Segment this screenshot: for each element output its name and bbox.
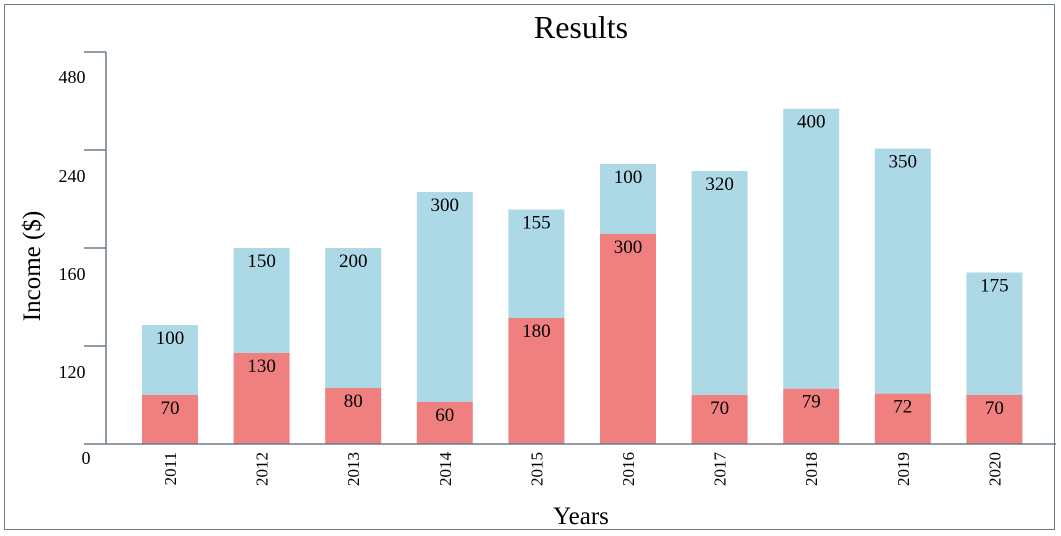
data-label-2018-series-1: 79 [802,392,821,413]
bar-2011-series-1 [142,395,198,444]
data-label-2016-series-1: 300 [614,237,643,258]
x-tick-label-2013: 2013 [344,452,363,486]
data-label-2020-series-2: 175 [980,276,1009,297]
data-label-2017-series-1: 70 [710,398,729,419]
x-tick-label-2012: 2012 [253,452,272,486]
data-label-2011-series-2: 100 [156,328,185,349]
y-tick-label-120: 120 [59,362,86,382]
data-label-2019-series-2: 350 [889,152,918,173]
bar-2016-series-2 [600,164,656,234]
axes-group: 2011 2012 2013 2014 2015 2016 2017 2018 2019 2020… [59,51,1056,487]
data-label-2011-series-1: 70 [161,398,180,419]
bar-2019-series-1 [874,393,931,444]
bar-2013-series-1 [325,388,382,444]
y-axis-label: Income ($) [19,211,46,321]
data-label-2012-series-2: 150 [247,251,276,272]
data-label-2014-series-2: 300 [431,195,460,216]
bar-2018-series-1 [783,388,840,444]
bars-group: 70 100 130 150 80 200 60 300 180 155 300 100 70 320 79… [142,108,1023,444]
bar-2019-series-2 [874,148,931,394]
data-label-2017-series-2: 320 [705,174,734,195]
x-axis-label: Years [553,503,609,530]
data-label-2020-series-1: 70 [985,398,1004,419]
data-label-2014-series-1: 60 [435,405,454,426]
data-label-2013-series-1: 80 [344,391,363,412]
bar-2014-series-2 [416,192,473,402]
y-tick-label-240: 240 [59,166,86,186]
data-label-2019-series-1: 72 [893,397,912,418]
x-tick-label-2020: 2020 [985,452,1004,486]
bar-2012-series-1 [233,353,290,444]
y-tick-label-160: 160 [59,264,86,284]
bar-2014-series-1 [416,402,473,444]
x-tick-label-2011: 2011 [161,452,180,485]
data-label-2012-series-1: 130 [247,356,276,377]
bar-2015-series-1 [508,318,565,444]
bar-2013-series-2 [325,248,382,388]
chart-title: Results [534,9,628,45]
y-tick-label-480: 480 [59,67,86,87]
x-tick-label-2019: 2019 [894,452,913,486]
bar-2017-series-1 [691,395,748,444]
data-label-2015-series-1: 180 [522,321,551,342]
bar-2015-series-2 [508,209,565,318]
x-tick-label-2016: 2016 [619,452,638,486]
bar-2012-series-2 [233,248,290,353]
bar-2016-series-1 [600,234,656,444]
bar-2018-series-2 [783,108,840,389]
x-tick-label-2014: 2014 [436,452,455,487]
data-label-2015-series-2: 155 [522,213,551,234]
data-label-2016-series-2: 100 [614,167,643,188]
data-label-2013-series-2: 200 [339,251,368,272]
x-tick-label-2018: 2018 [802,452,821,486]
x-tick-label-2017: 2017 [711,452,730,487]
data-label-2018-series-2: 400 [797,112,826,133]
bar-2020-series-2 [966,272,1023,395]
bar-2020-series-1 [966,395,1023,444]
y-tick-label-0: 0 [82,448,91,468]
bar-2011-series-2 [142,325,198,395]
bar-2017-series-2 [691,171,748,395]
x-tick-label-2015: 2015 [527,452,546,486]
